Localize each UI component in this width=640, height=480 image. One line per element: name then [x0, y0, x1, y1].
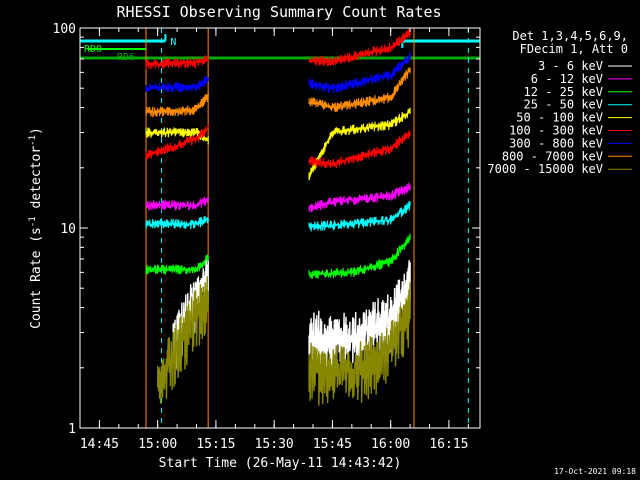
- series-trace: [308, 130, 411, 168]
- series-trace: [308, 67, 411, 112]
- series-trace: [145, 124, 209, 160]
- series-trace: [145, 196, 209, 211]
- series-trace: [145, 75, 209, 93]
- legend-label-25-50-kev: 25 - 50 keV: [524, 98, 603, 112]
- legend-label-7000-15000-kev: 7000 - 15000 keV: [487, 162, 603, 176]
- series-trace: [145, 127, 209, 145]
- axis-ticks: 14:45 15:00 15:15 15:30 15:45 16:00 16:15 1 10 10…: [53, 22, 480, 452]
- legend: Det 1,3,4,5,6,9, FDecim 1, Att 0 3 - 6 k…: [487, 29, 632, 176]
- legend-label-50-100-kev: 50 - 100 keV: [516, 111, 603, 125]
- series-trace: [145, 216, 209, 229]
- annotation-layer: N RD0 RD6: [80, 34, 480, 63]
- series-secondary-trace: [145, 124, 411, 168]
- legend-label-6-12-kev: 6 - 12 keV: [531, 72, 603, 86]
- legend-label-12-25-kev: 12 - 25 keV: [524, 85, 603, 99]
- legend-label-300-800-kev: 300 - 800 keV: [509, 136, 603, 150]
- y-tick-label: 1: [68, 422, 76, 437]
- series-trace: [157, 276, 209, 404]
- legend-label-3-6-kev: 3 - 6 keV: [538, 59, 603, 73]
- series-300-800-kev: [145, 51, 411, 93]
- legend-label-100-300-kev: 100 - 300 keV: [509, 124, 603, 138]
- series-trace: [308, 107, 411, 181]
- legend-label-800-7000-kev: 800 - 7000 keV: [502, 149, 603, 163]
- series-6-12-kev: [145, 182, 411, 213]
- series-25-50-kev: [145, 201, 411, 232]
- x-tick-label: 16:00: [371, 437, 410, 452]
- series-50-100-kev: [145, 107, 411, 181]
- series-trace: [145, 254, 209, 275]
- legend-header-line-1: Det 1,3,4,5,6,9,: [512, 29, 628, 43]
- rd6-flag-label: RD6: [117, 52, 135, 63]
- x-tick-label: 15:30: [255, 437, 294, 452]
- rd0-flag-label: RD0: [84, 44, 102, 55]
- legend-header-line-2: FDecim 1, Att 0: [520, 42, 628, 56]
- series-trace: [172, 259, 209, 378]
- series-layer: [145, 28, 411, 406]
- x-tick-label: 15:00: [138, 437, 177, 452]
- x-tick-label: 16:15: [429, 437, 468, 452]
- series-trace: [308, 182, 411, 213]
- generation-timestamp: 17-Oct-2021 09:18: [554, 467, 636, 476]
- x-tick-label: 15:45: [313, 437, 352, 452]
- y-axis-label: Count Rate (s-1 detector-1): [28, 127, 44, 329]
- series-trace: [308, 51, 411, 93]
- chart-title: RHESSI Observing Summary Count Rates: [116, 3, 441, 21]
- x-axis-label: Start Time (26-May-11 14:43:42): [159, 456, 402, 471]
- series-trace: [308, 281, 411, 406]
- series-trace: [308, 201, 411, 232]
- y-tick-label: 100: [53, 22, 76, 37]
- x-tick-label: 15:15: [196, 437, 235, 452]
- x-tick-label: 14:45: [80, 437, 119, 452]
- series-trace: [145, 55, 209, 70]
- series-12-25-kev: [145, 233, 411, 279]
- series-800-7000-kev: [145, 67, 411, 118]
- n-flag-label: N: [170, 37, 176, 48]
- series-7000-15000-kev: [157, 276, 411, 406]
- series-trace: [145, 91, 209, 118]
- series-100-300-kev: [145, 28, 411, 70]
- y-tick-label: 10: [60, 222, 76, 237]
- series-trace: [308, 28, 411, 67]
- series-trace: [308, 233, 411, 279]
